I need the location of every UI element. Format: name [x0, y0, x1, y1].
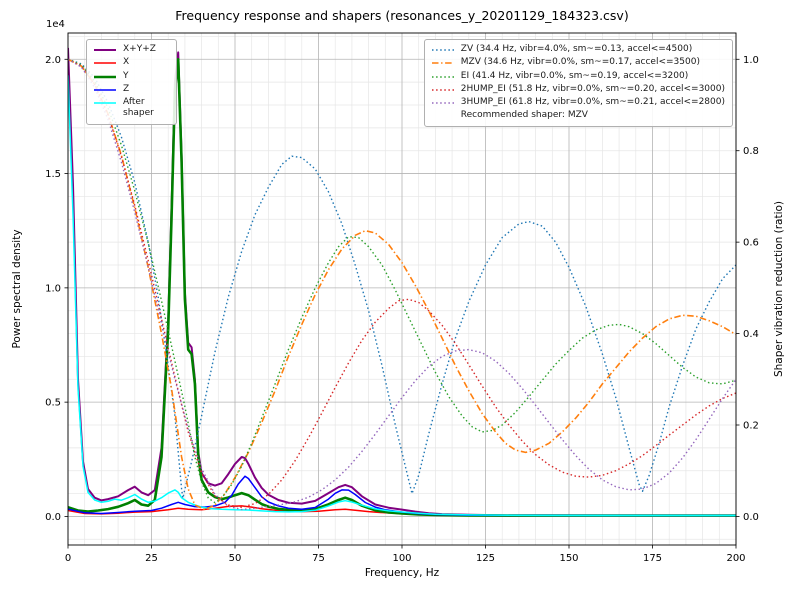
- series-after-shaper: [68, 75, 736, 517]
- x-tick-label: 150: [559, 553, 578, 564]
- y-left-tick-label: 2.0: [45, 55, 61, 66]
- legend-item: 3HUMP_EI (61.8 Hz, vibr=0.0%, sm~=0.21, …: [431, 97, 725, 108]
- legend-item: MZV (34.6 Hz, vibr=0.0%, sm~=0.17, accel…: [431, 57, 725, 68]
- x-tick-label: 0: [65, 553, 71, 564]
- axis-ticks: 0 25 50 75 100 125 150 175 200 0.0 0.5 1.0 1.5 2.0 0.0…: [45, 55, 759, 564]
- series-zv: [68, 58, 736, 499]
- legend-item: X+Y+Z: [93, 44, 169, 55]
- legend-item: 2HUMP_EI (51.8 Hz, vibr=0.0%, sm~=0.20, …: [431, 84, 725, 95]
- x-tick-label: 25: [145, 553, 158, 564]
- y-right-tick-label: 1.0: [743, 55, 759, 66]
- legend-note-label: Recommended shaper: MZV: [460, 110, 588, 121]
- x-tick-label: 200: [726, 553, 745, 564]
- y-left-tick-label: 0.5: [45, 398, 61, 409]
- y-right-tick-label: 0.4: [743, 329, 759, 340]
- legend-label: After shaper: [123, 97, 154, 119]
- y-right-tick-label: 0.2: [743, 421, 759, 432]
- legend-line-swatch: [431, 49, 454, 51]
- legend-line-swatch: [431, 89, 454, 91]
- legend-label: X: [123, 57, 130, 68]
- legend-label: 3HUMP_EI (61.8 Hz, vibr=0.0%, sm~=0.21, …: [460, 97, 725, 107]
- legend-label: X+Y+Z: [123, 44, 156, 54]
- legend-label: Y: [123, 70, 129, 81]
- legend-label: MZV (34.6 Hz, vibr=0.0%, sm~=0.17, accel…: [460, 57, 700, 68]
- y-right-tick-label: 0.6: [743, 238, 759, 249]
- legend-shapers: ZV (34.4 Hz, vibr=4.0%, sm~=0.13, accel<…: [423, 39, 733, 127]
- legend-item: After shaper: [93, 97, 169, 120]
- y-left-tick-label: 1.0: [45, 283, 61, 294]
- legend-item: ZV (34.4 Hz, vibr=4.0%, sm~=0.13, accel<…: [431, 44, 725, 55]
- y-left-tick-label: 0.0: [45, 512, 61, 523]
- legend-line-swatch: [94, 62, 116, 64]
- y-left-tick-label: 1.5: [45, 169, 61, 180]
- chart-title: Frequency response and shapers (resonanc…: [175, 8, 629, 23]
- legend-line-swatch: [431, 62, 454, 65]
- legend-line-swatch: [94, 102, 116, 104]
- y-right-tick-label: 0.8: [743, 146, 759, 157]
- y-axis-label-right: Shaper vibration reduction (ratio): [773, 200, 785, 378]
- legend-item: Z: [93, 84, 169, 95]
- legend-line-swatch: [431, 75, 454, 78]
- series-x-y-z: [68, 47, 736, 517]
- series-y: [68, 58, 736, 517]
- legend-item: Y: [93, 71, 169, 82]
- series-mzv: [68, 58, 736, 511]
- y-axis-label-left: Power spectral density: [11, 229, 23, 349]
- legend-label: ZV (34.4 Hz, vibr=4.0%, sm~=0.13, accel<…: [460, 44, 693, 54]
- x-tick-label: 125: [476, 553, 495, 564]
- x-axis-label: Frequency, Hz: [364, 567, 440, 579]
- legend-line-swatch: [431, 102, 454, 104]
- legend-label: Z: [123, 83, 130, 94]
- series-2hump-ei: [68, 58, 736, 508]
- y-right-tick-label: 0.0: [743, 512, 759, 523]
- y-axis-offset-label: 1e4: [46, 19, 65, 30]
- x-tick-label: 50: [229, 553, 242, 564]
- legend-item: X: [93, 57, 169, 68]
- series-lines: [68, 47, 736, 517]
- legend-item: EI (41.4 Hz, vibr=0.0%, sm~=0.19, accel<…: [431, 71, 725, 82]
- x-tick-label: 175: [643, 553, 662, 564]
- legend-line-swatch: [94, 49, 116, 51]
- x-tick-label: 75: [312, 553, 325, 564]
- legend-note: Recommended shaper: MZV: [431, 110, 725, 121]
- x-tick-label: 100: [392, 553, 411, 564]
- legend-line-swatch: [94, 89, 116, 91]
- legend-label: 2HUMP_EI (51.8 Hz, vibr=0.0%, sm~=0.20, …: [460, 83, 725, 94]
- legend-line-swatch: [94, 75, 116, 78]
- legend-psd: X+Y+Z X Y Z After shaper: [86, 39, 177, 125]
- legend-label: EI (41.4 Hz, vibr=0.0%, sm~=0.19, accel<…: [460, 70, 689, 81]
